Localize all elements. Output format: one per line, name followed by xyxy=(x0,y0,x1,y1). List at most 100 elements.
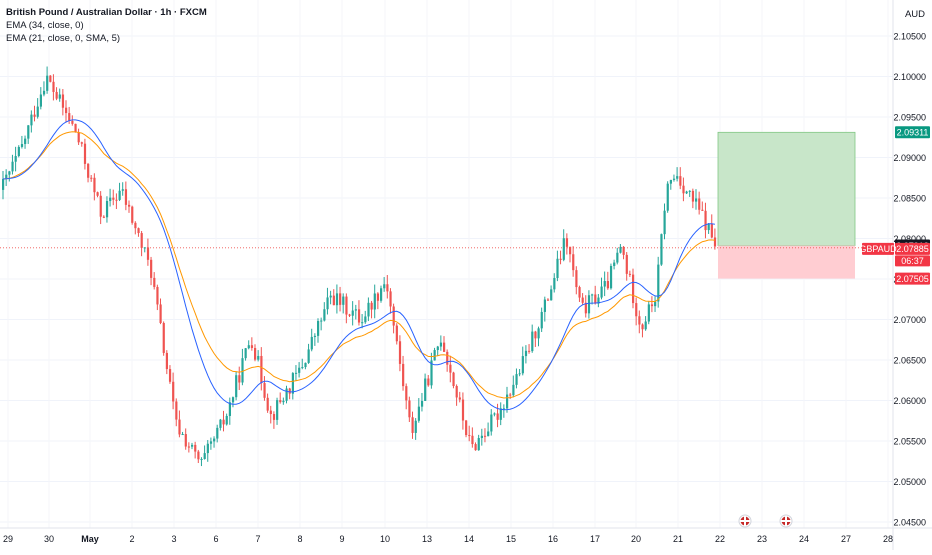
candle-up[interactable] xyxy=(351,310,354,316)
candle-down[interactable] xyxy=(96,192,99,196)
candle-up[interactable] xyxy=(688,190,691,192)
candle-up[interactable] xyxy=(506,394,509,409)
candle-down[interactable] xyxy=(115,199,118,201)
candle-down[interactable] xyxy=(165,352,168,370)
candle-up[interactable] xyxy=(499,408,502,420)
candle-up[interactable] xyxy=(676,176,679,179)
candle-down[interactable] xyxy=(345,296,348,315)
candle-down[interactable] xyxy=(402,363,405,387)
candle-down[interactable] xyxy=(427,378,430,386)
candle-down[interactable] xyxy=(339,293,342,305)
candle-down[interactable] xyxy=(131,206,134,223)
candle-down[interactable] xyxy=(272,414,276,420)
candle-down[interactable] xyxy=(80,142,83,144)
candle-down[interactable] xyxy=(386,284,389,292)
price-axis[interactable]: 2.10500 2.10000 2.09500 2.09000 2.08500 2.080… xyxy=(892,0,926,550)
candle-up[interactable] xyxy=(663,210,666,235)
candle-down[interactable] xyxy=(77,132,80,143)
candle-up[interactable] xyxy=(235,375,238,398)
candle-up[interactable] xyxy=(14,156,17,162)
candle-up[interactable] xyxy=(644,321,647,330)
candle-up[interactable] xyxy=(213,438,216,442)
candle-down[interactable] xyxy=(137,228,140,234)
candle-up[interactable] xyxy=(556,258,559,278)
candle-down[interactable] xyxy=(112,197,115,200)
candle-down[interactable] xyxy=(71,120,74,124)
candle-up[interactable] xyxy=(317,321,320,336)
candle-up[interactable] xyxy=(515,374,518,385)
candle-down[interactable] xyxy=(559,258,562,260)
candle-down[interactable] xyxy=(134,222,137,229)
candle-down[interactable] xyxy=(83,143,87,164)
candle-up[interactable] xyxy=(439,342,443,347)
candle-down[interactable] xyxy=(682,185,685,194)
candle-down[interactable] xyxy=(443,342,446,352)
candle-up[interactable] xyxy=(2,178,5,190)
candle-down[interactable] xyxy=(376,293,380,301)
currency-label[interactable]: AUD xyxy=(904,8,926,20)
candle-down[interactable] xyxy=(584,302,587,314)
candle-down[interactable] xyxy=(546,299,550,301)
candle-down[interactable] xyxy=(194,444,197,452)
candle-down[interactable] xyxy=(638,316,641,325)
candle-down[interactable] xyxy=(691,190,695,202)
uk-flag-icon[interactable] xyxy=(779,514,793,528)
candle-up[interactable] xyxy=(206,443,209,454)
candle-up[interactable] xyxy=(591,294,594,296)
candle-up[interactable] xyxy=(42,90,46,95)
candle-down[interactable] xyxy=(710,223,713,238)
candle-down[interactable] xyxy=(471,435,474,445)
candle-up[interactable] xyxy=(537,328,540,339)
candle-down[interactable] xyxy=(153,277,156,287)
candle-up[interactable] xyxy=(27,125,30,139)
event-markers[interactable] xyxy=(738,514,793,528)
candle-up[interactable] xyxy=(654,301,657,307)
candle-down[interactable] xyxy=(528,350,531,352)
candle-down[interactable] xyxy=(625,254,628,274)
candle-down[interactable] xyxy=(395,325,398,342)
candle-down[interactable] xyxy=(159,304,162,323)
candle-up[interactable] xyxy=(219,419,222,428)
candle-up[interactable] xyxy=(285,388,288,401)
candle-up[interactable] xyxy=(518,373,521,375)
candle-up[interactable] xyxy=(247,345,250,349)
loss-zone[interactable] xyxy=(718,245,855,279)
candle-down[interactable] xyxy=(93,177,96,193)
candle-down[interactable] xyxy=(348,314,351,316)
candle-down[interactable] xyxy=(150,259,153,278)
candle-down[interactable] xyxy=(279,400,282,403)
candle-down[interactable] xyxy=(49,75,52,82)
candle-up[interactable] xyxy=(298,367,301,373)
indicator-ema34-label[interactable]: EMA (34, close, 0) xyxy=(6,20,84,31)
candle-down[interactable] xyxy=(332,295,335,306)
candle-down[interactable] xyxy=(509,394,512,396)
candle-up[interactable] xyxy=(436,346,439,351)
candle-down[interactable] xyxy=(641,324,644,330)
candle-down[interactable] xyxy=(238,375,241,383)
candle-down[interactable] xyxy=(99,195,102,217)
candle-up[interactable] xyxy=(291,373,294,394)
candle-up[interactable] xyxy=(36,106,39,117)
candle-up[interactable] xyxy=(58,94,61,99)
candle-down[interactable] xyxy=(197,451,200,460)
candle-down[interactable] xyxy=(65,107,68,114)
candle-up[interactable] xyxy=(660,234,663,265)
candle-up[interactable] xyxy=(257,355,260,360)
candle-up[interactable] xyxy=(587,295,591,314)
candle-down[interactable] xyxy=(578,287,581,298)
candle-up[interactable] xyxy=(225,415,228,425)
candle-down[interactable] xyxy=(33,114,36,117)
candle-up[interactable] xyxy=(335,293,339,306)
candle-up[interactable] xyxy=(294,372,298,374)
candle-up[interactable] xyxy=(276,400,279,420)
candle-up[interactable] xyxy=(231,397,235,403)
candle-down[interactable] xyxy=(187,446,191,448)
candle-up[interactable] xyxy=(361,322,364,324)
candle-up[interactable] xyxy=(420,400,424,407)
candle-up[interactable] xyxy=(524,350,528,357)
candle-up[interactable] xyxy=(282,400,285,403)
candle-down[interactable] xyxy=(74,123,77,133)
candle-down[interactable] xyxy=(713,237,717,247)
candle-up[interactable] xyxy=(323,309,326,321)
candle-up[interactable] xyxy=(672,178,676,180)
